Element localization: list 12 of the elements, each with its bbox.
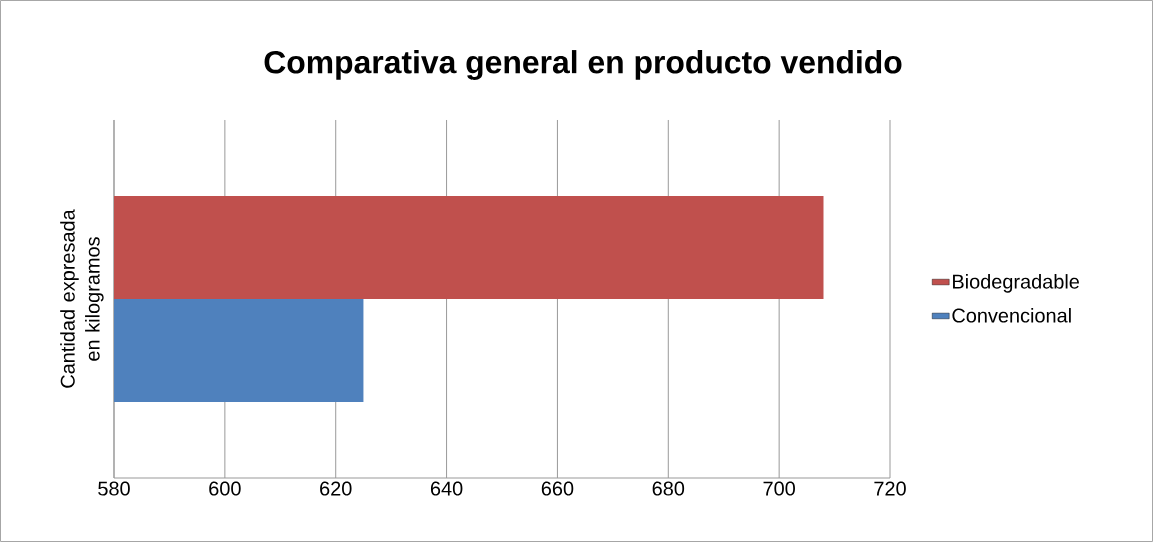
- x-tick-label: 660: [541, 481, 574, 496]
- x-tick-label: 680: [652, 481, 685, 496]
- legend-label: Biodegradable: [953, 274, 1079, 293]
- x-tick-label: 600: [209, 481, 241, 496]
- chart-title: Comparativa general en producto vendido: [264, 50, 902, 80]
- x-tick-label: 580: [98, 481, 130, 496]
- x-tick-label: 620: [320, 481, 352, 496]
- legend-label: Convencional: [952, 307, 1071, 323]
- x-tick-label: 640: [430, 481, 463, 496]
- x-tick-label: 700: [763, 481, 795, 496]
- y-axis-title: Cantidad expresada en kilogramos: [60, 209, 104, 388]
- x-tick-label: 720: [874, 481, 906, 496]
